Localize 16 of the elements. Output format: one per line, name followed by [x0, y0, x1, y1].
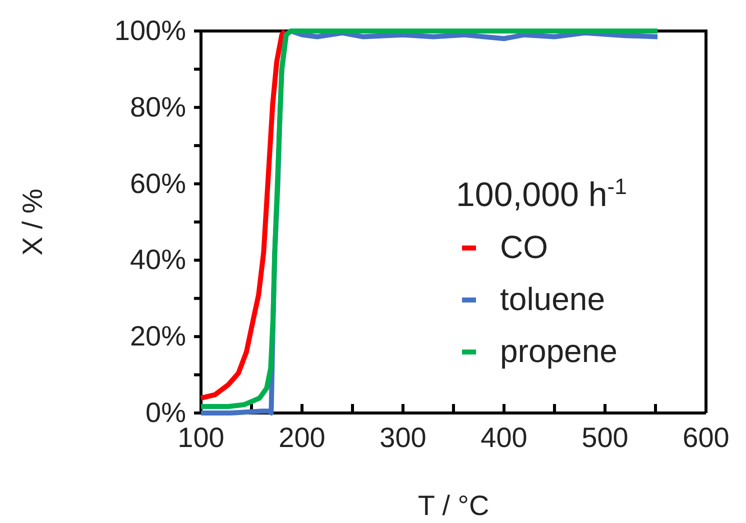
legend-title: 100,000 h$^{-1}$: [456, 174, 627, 214]
y-axis-title: X / %: [17, 188, 48, 256]
x-tick-label: 400: [480, 422, 528, 453]
y-tick-label: 80%: [130, 91, 186, 122]
y-tick-label: 100%: [114, 14, 186, 46]
legend-label: propene: [500, 333, 618, 369]
y-tick-label: 40%: [130, 244, 186, 276]
x-tick-label: 200: [278, 422, 326, 453]
y-tick-label: 60%: [130, 168, 186, 199]
x-tick-label: 300: [380, 422, 426, 453]
x-axis-title: T / °C: [418, 490, 490, 521]
legend-label: CO: [500, 229, 548, 265]
x-tick-label: 500: [582, 422, 628, 453]
x-tick-label: 600: [682, 422, 730, 453]
legend-label: toluene: [500, 281, 605, 317]
y-tick-label: 20%: [130, 320, 186, 352]
